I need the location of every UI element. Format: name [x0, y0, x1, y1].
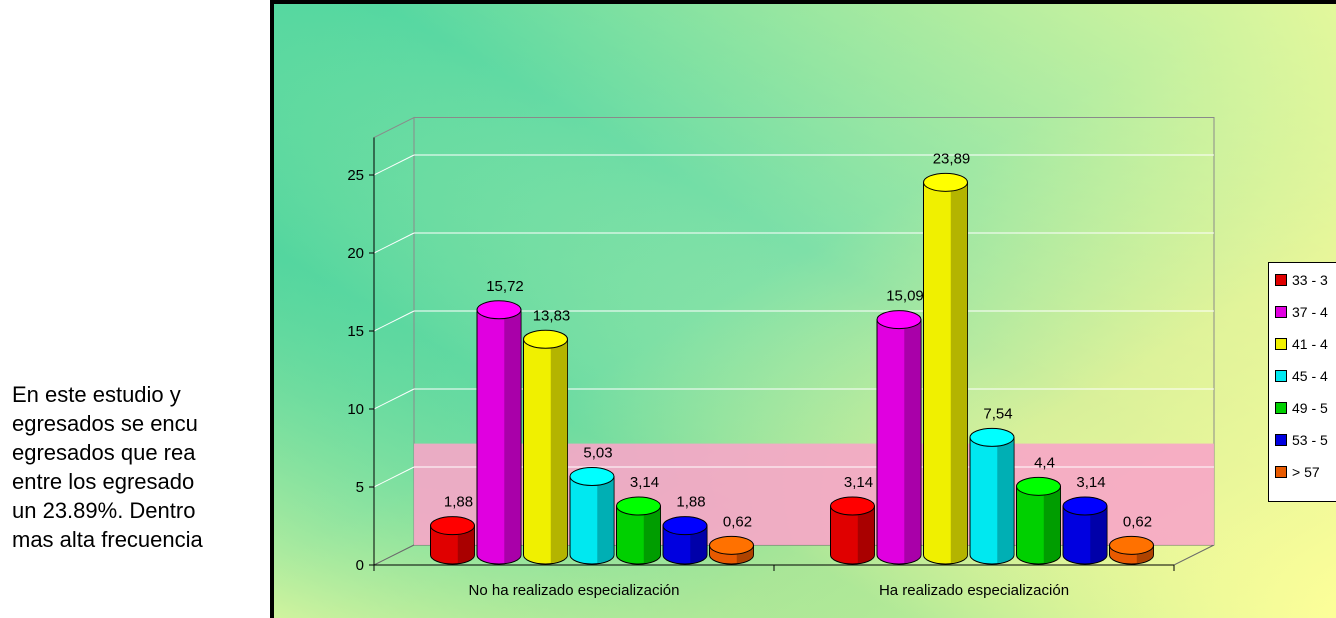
legend-item: 49 - 5: [1275, 399, 1328, 417]
bar-top: [876, 310, 922, 330]
legend-label: 41 - 4: [1292, 336, 1328, 352]
y-tick-label: 15: [347, 323, 364, 340]
legend-item: > 57: [1275, 463, 1320, 481]
paragraph-line: egresados se encu: [12, 411, 198, 436]
bar-shading: [457, 525, 475, 564]
legend-swatch: [1275, 402, 1287, 414]
bar-top: [569, 467, 615, 487]
bar-shading: [690, 525, 707, 564]
legend-item: 53 - 5: [1275, 431, 1328, 449]
x-tick-label: No ha realizado especialización: [469, 582, 680, 599]
legend-item: 37 - 4: [1275, 303, 1328, 321]
data-label: 1,88: [676, 494, 705, 511]
legend-label: 53 - 5: [1292, 432, 1328, 448]
data-label: 15,09: [886, 288, 924, 305]
data-label: 4,4: [1034, 454, 1055, 471]
bar-shading: [1090, 506, 1107, 564]
bar-top: [523, 329, 568, 349]
legend-swatch: [1275, 434, 1287, 446]
bar-shading: [597, 476, 614, 564]
bar-shading: [1043, 486, 1061, 564]
chart-frame: 0 5 10 15 20 25 No ha realizado especializació…: [270, 0, 1336, 618]
bar-shading: [950, 182, 968, 564]
y-tick-label: 25: [347, 167, 364, 184]
bar-shading: [550, 339, 568, 564]
legend-label: 45 - 4: [1292, 368, 1328, 384]
x-tick-label: Ha realizado especialización: [879, 582, 1069, 599]
data-label: 5,03: [583, 445, 612, 462]
bar-top: [616, 496, 661, 516]
data-label: 0,62: [723, 513, 752, 530]
paragraph-line: un 23.89%. Dentro: [12, 498, 196, 523]
data-label: 15,72: [486, 278, 524, 295]
data-label: 7,54: [983, 405, 1012, 422]
y-tick-label: 10: [347, 401, 364, 418]
y-tick-label: 5: [356, 479, 364, 496]
data-label: 1,88: [444, 494, 473, 511]
paragraph-line: mas alta frecuencia: [12, 527, 203, 552]
bar-top: [1062, 496, 1108, 516]
legend-swatch: [1275, 466, 1287, 478]
legend-item: 41 - 4: [1275, 335, 1328, 353]
data-label: 23,89: [933, 150, 971, 167]
legend-label: 33 - 3: [1292, 272, 1328, 288]
data-label: 0,62: [1123, 513, 1152, 530]
gridline-side: [373, 466, 415, 488]
body-paragraph: En este estudio y egresados se encu egre…: [12, 380, 312, 554]
y-tick-label: 20: [347, 245, 364, 262]
bar-top: [476, 300, 522, 320]
paragraph-line: egresados que rea: [12, 440, 196, 465]
bar-shading: [904, 319, 921, 564]
bar-chart: 0 5 10 15 20 25 No ha realizado especializació…: [274, 4, 1336, 618]
legend-item: 33 - 3: [1275, 271, 1328, 289]
paragraph-line: entre los egresado: [12, 469, 195, 494]
data-label: 13,83: [533, 307, 571, 324]
legend-label: 49 - 5: [1292, 400, 1328, 416]
data-label: 3,14: [1076, 474, 1105, 491]
gridline-side: [373, 388, 415, 410]
legend-swatch: [1275, 370, 1287, 382]
bar-top: [1016, 476, 1061, 496]
gridline-side: [373, 154, 415, 176]
data-label: 3,14: [630, 474, 659, 491]
paragraph-line: En este estudio y: [12, 382, 181, 407]
legend-label: > 57: [1292, 464, 1320, 480]
legend-swatch: [1275, 274, 1287, 286]
gridline-side: [373, 232, 415, 254]
bar-top: [662, 516, 708, 536]
bar-top: [1109, 535, 1154, 555]
legend-item: 45 - 4: [1275, 367, 1328, 385]
bar-top: [969, 427, 1015, 447]
bar-top: [430, 516, 475, 536]
bar-shading: [504, 309, 521, 564]
bar-top: [923, 172, 968, 192]
chart-legend: 33 - 3 37 - 4 41 - 4 45 - 4 49 - 5 53 - 5 > 57: [1268, 262, 1336, 502]
legend-swatch: [1275, 306, 1287, 318]
bar-top: [709, 535, 754, 555]
legend-label: 37 - 4: [1292, 304, 1328, 320]
data-label: 3,14: [844, 474, 873, 491]
gridline-side: [373, 310, 415, 332]
y-tick-label: 0: [356, 557, 364, 574]
bar-shading: [643, 506, 661, 564]
legend-swatch: [1275, 338, 1287, 350]
bar-shading: [997, 437, 1014, 564]
bar-top: [830, 496, 875, 516]
bar-shading: [857, 506, 875, 564]
